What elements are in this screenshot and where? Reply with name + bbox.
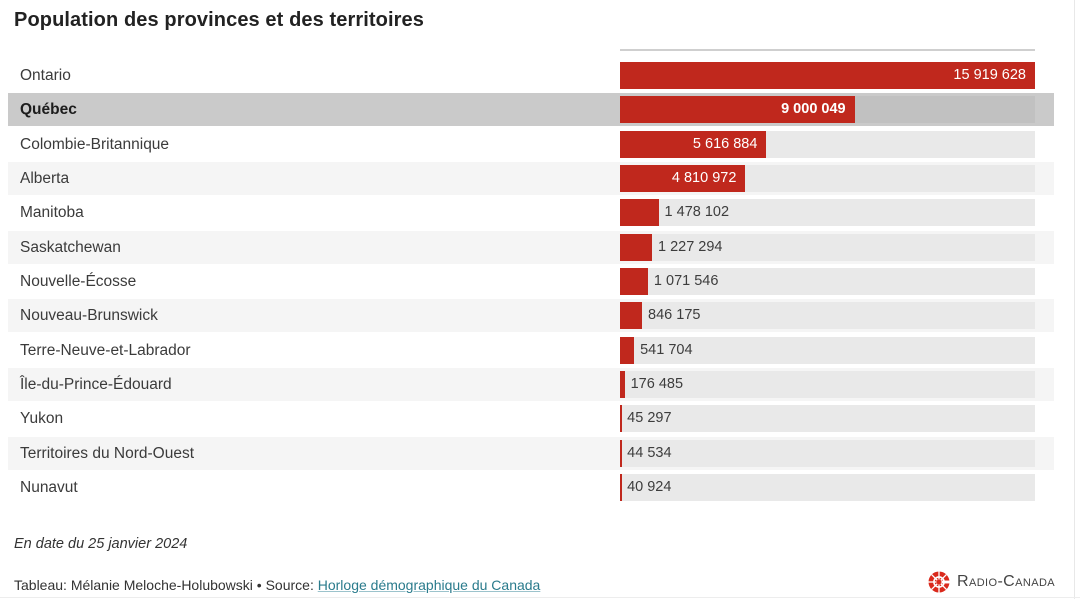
category-label: Yukon: [20, 410, 64, 428]
chart-row: Manitoba 1 478 102: [8, 196, 1054, 229]
bar-track: 5 616 884: [620, 130, 1035, 158]
bar[interactable]: [620, 199, 659, 227]
value-label: 4 810 972: [671, 170, 737, 187]
bar-track: 1 478 102: [620, 199, 1035, 227]
bar-track: 45 297: [620, 405, 1035, 433]
chart-row: Île-du-Prince-Édouard 176 485: [8, 368, 1054, 402]
value-label: 176 485: [630, 376, 684, 393]
value-label: 846 175: [648, 307, 701, 324]
radio-canada-gem-icon: [928, 571, 950, 593]
credit-text: Tableau: Mélanie Meloche-Holubowski • So…: [14, 577, 318, 593]
bar-track: 44 534: [620, 439, 1035, 467]
category-label: Nouvelle-Écosse: [20, 273, 137, 291]
category-label: Saskatchewan: [20, 238, 121, 256]
bar-track: 846 175: [620, 302, 1035, 330]
category-label: Québec: [20, 101, 77, 119]
category-label: Ontario: [20, 67, 71, 84]
page-title: Population des provinces et des territoi…: [14, 9, 424, 31]
chart-row: Nunavut 40 924: [8, 471, 1054, 504]
bar[interactable]: [620, 439, 622, 467]
bar-track: 176 485: [620, 371, 1035, 399]
value-label: 40 924: [627, 479, 672, 496]
bar[interactable]: [620, 62, 1035, 89]
value-label: 541 704: [640, 341, 693, 358]
bottom-edge-divider: [0, 597, 1080, 598]
chart-row: Ontario 15 919 628: [8, 59, 1054, 92]
bar-track: 40 924: [620, 474, 1035, 502]
chart-row: Yukon 45 297: [8, 402, 1054, 435]
chart-row: Terre-Neuve-et-Labrador 541 704: [8, 334, 1054, 367]
bar[interactable]: [620, 233, 652, 261]
bar[interactable]: [620, 96, 855, 124]
chart-row: Saskatchewan 1 227 294: [8, 230, 1054, 264]
bar[interactable]: [620, 130, 767, 158]
chart-row: Territoires du Nord-Ouest 44 534: [8, 436, 1054, 470]
chart-row: Québec 9 000 049: [8, 93, 1054, 127]
chart-rows: Ontario 15 919 628 Québec 9 000 049 Colombie…: [8, 59, 1054, 504]
bar[interactable]: [620, 268, 648, 296]
value-label: 1 227 294: [657, 238, 723, 255]
bar-track: 1 227 294: [620, 233, 1035, 261]
chart-row: Colombie-Britannique 5 616 884: [8, 128, 1054, 161]
bar-track: 541 704: [620, 336, 1035, 364]
category-label: Nouveau-Brunswick: [20, 307, 158, 325]
value-label: 44 534: [627, 444, 672, 461]
value-label: 5 616 884: [692, 135, 758, 152]
chart-row: Nouvelle-Écosse 1 071 546: [8, 265, 1054, 298]
source-link[interactable]: Horloge démographique du Canada: [317, 577, 541, 593]
brand-logo: Radio-Canada: [928, 570, 1055, 594]
value-label: 1 071 546: [653, 273, 719, 290]
category-label: Manitoba: [20, 204, 84, 222]
right-edge-divider: [1074, 0, 1075, 599]
bar-track: 15 919 628: [620, 62, 1035, 89]
category-label: Territoires du Nord-Ouest: [20, 444, 195, 462]
category-label: Île-du-Prince-Édouard: [20, 376, 172, 394]
bar[interactable]: [620, 474, 622, 502]
bar[interactable]: [620, 165, 746, 193]
bar[interactable]: [620, 302, 643, 330]
chart-top-axis-line: [620, 49, 1035, 51]
bar[interactable]: [620, 371, 625, 399]
category-label: Terre-Neuve-et-Labrador: [20, 341, 191, 359]
bar-track: 9 000 049: [620, 96, 1035, 124]
value-label: 1 478 102: [664, 204, 730, 221]
bar[interactable]: [620, 336, 635, 364]
chart-row: Alberta 4 810 972: [8, 162, 1054, 196]
brand-wordmark: Radio-Canada: [957, 573, 1056, 590]
bar[interactable]: [620, 405, 622, 433]
chart-credit: Tableau: Mélanie Meloche-Holubowski • So…: [14, 577, 540, 593]
category-label: Alberta: [20, 170, 70, 188]
value-label: 9 000 049: [781, 101, 846, 118]
bar-track: 1 071 546: [620, 268, 1035, 296]
category-label: Nunavut: [20, 479, 78, 497]
value-label: 45 297: [627, 410, 672, 427]
value-label: 15 919 628: [953, 67, 1026, 83]
category-label: Colombie-Britannique: [20, 135, 170, 153]
chart-row: Nouveau-Brunswick 846 175: [8, 299, 1054, 333]
chart-footnote: En date du 25 janvier 2024: [14, 536, 188, 552]
bar-track: 4 810 972: [620, 165, 1035, 193]
